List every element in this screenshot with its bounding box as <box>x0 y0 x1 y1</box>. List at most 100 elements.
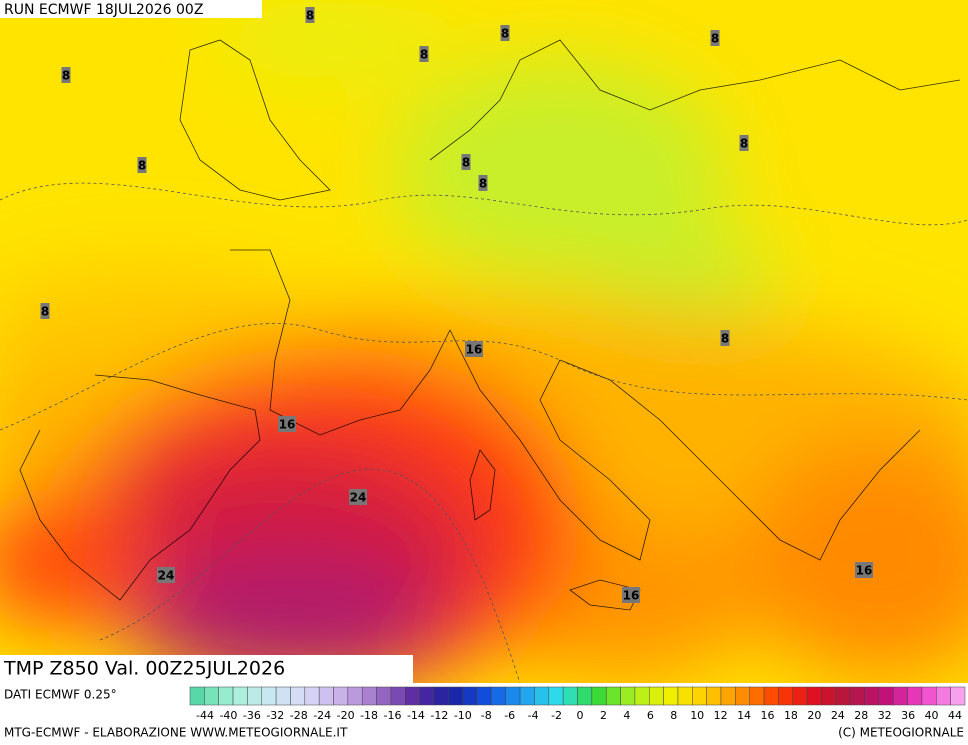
contour-label: 8 <box>62 69 70 83</box>
legend-swatch <box>405 686 420 706</box>
legend-tick-label: -24 <box>313 709 331 722</box>
contour-label-box <box>710 30 720 46</box>
legend-swatch <box>347 686 363 706</box>
contour-label-box <box>465 341 483 357</box>
legend-tick-label: 6 <box>647 709 654 722</box>
contour-label: 8 <box>721 332 729 346</box>
legend-swatch <box>778 686 794 706</box>
legend-swatch <box>247 686 263 706</box>
legend-swatch <box>792 686 808 706</box>
run-label: RUN ECMWF 18JUL2026 00Z <box>4 2 203 18</box>
legend-swatch <box>821 686 837 706</box>
legend-swatch <box>620 686 636 706</box>
legend-swatch <box>892 686 908 706</box>
legend-tick-label: -12 <box>430 709 448 722</box>
legend-tick-label: -6 <box>504 709 515 722</box>
footer-right: (C) METEOGIORNALE <box>838 726 964 740</box>
legend-swatch <box>749 686 765 706</box>
title-box <box>0 655 413 683</box>
legend-swatch <box>634 686 650 706</box>
legend-tick-label: 14 <box>737 709 751 722</box>
legend-tick-label: 4 <box>623 709 630 722</box>
contour-label-box <box>622 587 640 603</box>
contour-label-box <box>349 489 367 505</box>
contour-label-box <box>855 562 873 578</box>
contour-label-box <box>461 154 471 170</box>
contour-label: 24 <box>158 569 175 583</box>
legend-swatch <box>534 686 550 706</box>
legend-tick-label: -10 <box>454 709 472 722</box>
legend-tick-label: 44 <box>948 709 962 722</box>
legend-tick-label: -20 <box>337 709 355 722</box>
contour-label-box <box>61 67 71 83</box>
legend-swatch <box>950 686 966 706</box>
legend-swatch <box>677 686 693 706</box>
contour-label: 16 <box>623 589 640 603</box>
legend-swatch <box>835 686 851 706</box>
contour-label: 8 <box>479 177 487 191</box>
legend-swatch <box>318 686 334 706</box>
legend-tick-label: 12 <box>714 709 728 722</box>
legend-tick-label: 0 <box>577 709 584 722</box>
legend-swatch <box>907 686 923 706</box>
legend-swatch <box>519 686 535 706</box>
header-box <box>0 0 262 18</box>
legend-swatch <box>591 686 607 706</box>
legend-swatch <box>290 686 306 706</box>
legend-tick-label: -8 <box>481 709 492 722</box>
legend-tick-label: -18 <box>360 709 378 722</box>
legend-tick-label: 28 <box>854 709 868 722</box>
legend-swatch <box>491 686 506 706</box>
map <box>0 0 968 683</box>
legend-tick-label: -32 <box>266 709 284 722</box>
contour-label-box <box>157 567 175 583</box>
legend-swatch <box>390 686 406 706</box>
contour-label: 8 <box>462 156 470 170</box>
contour-label: 16 <box>856 564 873 578</box>
legend-swatch <box>649 686 664 706</box>
legend-tick-label: -14 <box>407 709 425 722</box>
legend-swatch <box>849 686 865 706</box>
legend-swatch <box>261 686 277 706</box>
legend-tick-label: -28 <box>290 709 308 722</box>
legend-tick-label: 24 <box>831 709 845 722</box>
contour-label-box <box>478 175 488 191</box>
legend-tick-label: 2 <box>600 709 607 722</box>
legend-swatch <box>333 686 349 706</box>
contour-label: 8 <box>138 159 146 173</box>
legend-tick-label: 8 <box>670 709 677 722</box>
legend-tick-label: 32 <box>878 709 892 722</box>
legend-tick-label: -44 <box>196 709 214 722</box>
contour-label: 8 <box>420 48 428 62</box>
legend-swatch <box>376 686 392 706</box>
legend-swatch <box>548 686 564 706</box>
isotherms <box>0 182 968 683</box>
contour-label: 8 <box>306 9 314 23</box>
contour-label: 8 <box>41 305 49 319</box>
legend-swatch <box>864 686 880 706</box>
legend-swatch <box>505 686 521 706</box>
legend-tick-label: 20 <box>807 709 821 722</box>
legend-swatch <box>419 686 435 706</box>
contour-label-box <box>720 330 730 346</box>
legend-swatch <box>921 686 937 706</box>
legend-swatch <box>304 686 320 706</box>
legend-tick-label: -4 <box>528 709 539 722</box>
contour-label: 8 <box>740 137 748 151</box>
source-label: DATI ECMWF 0.25° <box>4 688 117 702</box>
contour-label: 16 <box>279 418 296 432</box>
contour-label-box <box>305 7 315 23</box>
legend-tick-label: -40 <box>219 709 237 722</box>
legend-swatch <box>361 686 377 706</box>
contour-label-box <box>419 46 429 62</box>
legend-swatch <box>577 686 593 706</box>
legend-swatch <box>936 686 951 706</box>
legend-swatch <box>735 686 750 706</box>
legend-swatch <box>605 686 621 706</box>
legend-tick-label: 36 <box>901 709 915 722</box>
legend-tick-label: 16 <box>761 709 775 722</box>
contour-label: 8 <box>501 27 509 41</box>
legend-tick-label: 18 <box>784 709 798 722</box>
legend-swatch <box>232 686 248 706</box>
